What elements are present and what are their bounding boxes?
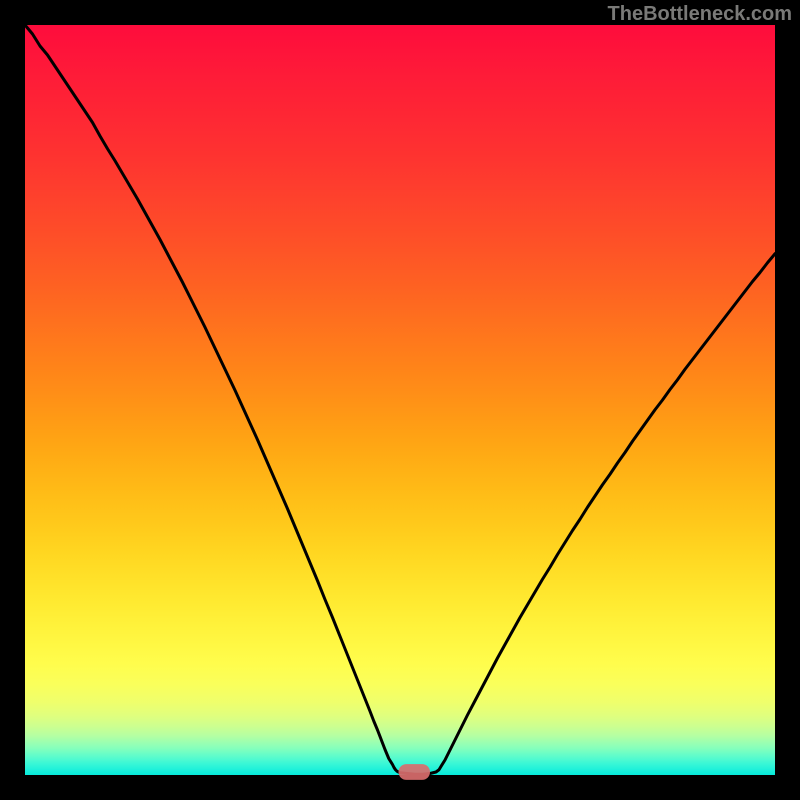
optimal-point-marker [399,764,431,780]
watermark-text: TheBottleneck.com [608,3,792,26]
chart-canvas: TheBottleneck.com [0,0,800,800]
bottleneck-curve-chart [0,0,800,800]
